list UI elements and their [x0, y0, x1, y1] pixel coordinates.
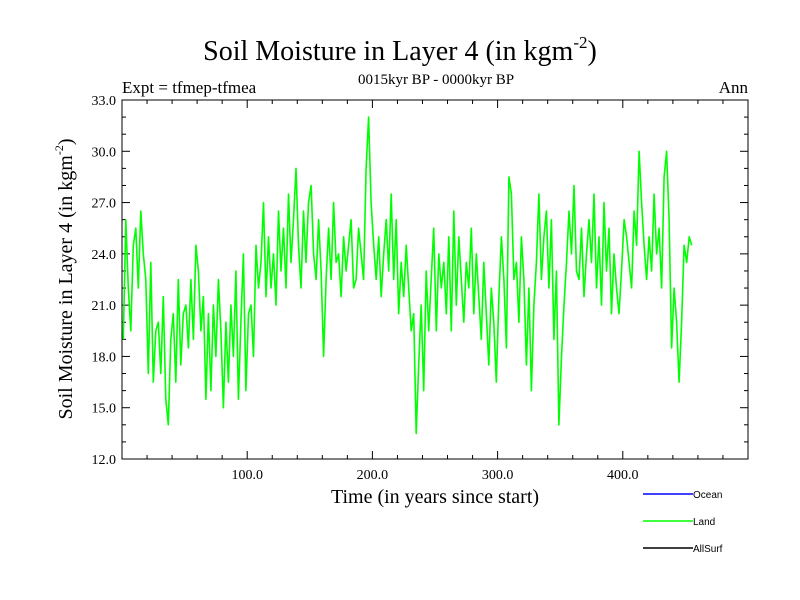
series-line-land [122, 116, 693, 435]
x-tick-label: 200.0 [357, 468, 389, 483]
x-tick-label: 300.0 [482, 468, 514, 483]
subtitle-left: Expt = tfmep-tfmea [122, 78, 257, 97]
legend-label-allsurf: AllSurf [693, 544, 723, 555]
x-axis-label: Time (in years since start) [331, 486, 539, 508]
chart-title-superscript: -2 [573, 33, 587, 52]
chart-title-main: Soil Moisture in Layer 4 (in kgm [203, 36, 573, 67]
y-axis-label: Soil Moisture in Layer 4 (in kgm-2) [52, 138, 77, 419]
x-tick-label: 100.0 [231, 468, 263, 483]
chart-title-close: ) [588, 36, 597, 67]
series-layer [122, 116, 693, 435]
y-axis-label-close: ) [55, 138, 77, 145]
chart-title: Soil Moisture in Layer 4 (in kgm-2) [203, 33, 597, 67]
legend-label-ocean: Ocean [693, 490, 722, 501]
y-tick-label: 33.0 [92, 94, 117, 109]
plot-frame [121, 99, 749, 460]
y-tick-label: 18.0 [92, 350, 117, 365]
x-tick-label: 400.0 [607, 468, 639, 483]
legend: Ocean Land AllSurf [643, 490, 723, 555]
y-axis-label-superscript: -2 [52, 145, 66, 155]
subtitle-right: Ann [719, 78, 749, 97]
y-tick-label: 24.0 [92, 248, 117, 263]
y-tick-label: 27.0 [92, 197, 117, 212]
axis-ticks: 12.0 15.0 18.0 21.0 24.0 27.0 30.0 33.0 100.0 200… [92, 94, 748, 483]
subtitle-center: 0015kyr BP - 0000kyr BP [358, 72, 514, 88]
y-tick-label: 30.0 [92, 145, 117, 160]
y-tick-label: 21.0 [92, 299, 117, 314]
legend-label-land: Land [693, 517, 715, 528]
y-tick-label: 15.0 [92, 402, 117, 417]
y-tick-label: 12.0 [92, 453, 117, 468]
y-axis-label-main: Soil Moisture in Layer 4 (in kgm [55, 155, 77, 420]
